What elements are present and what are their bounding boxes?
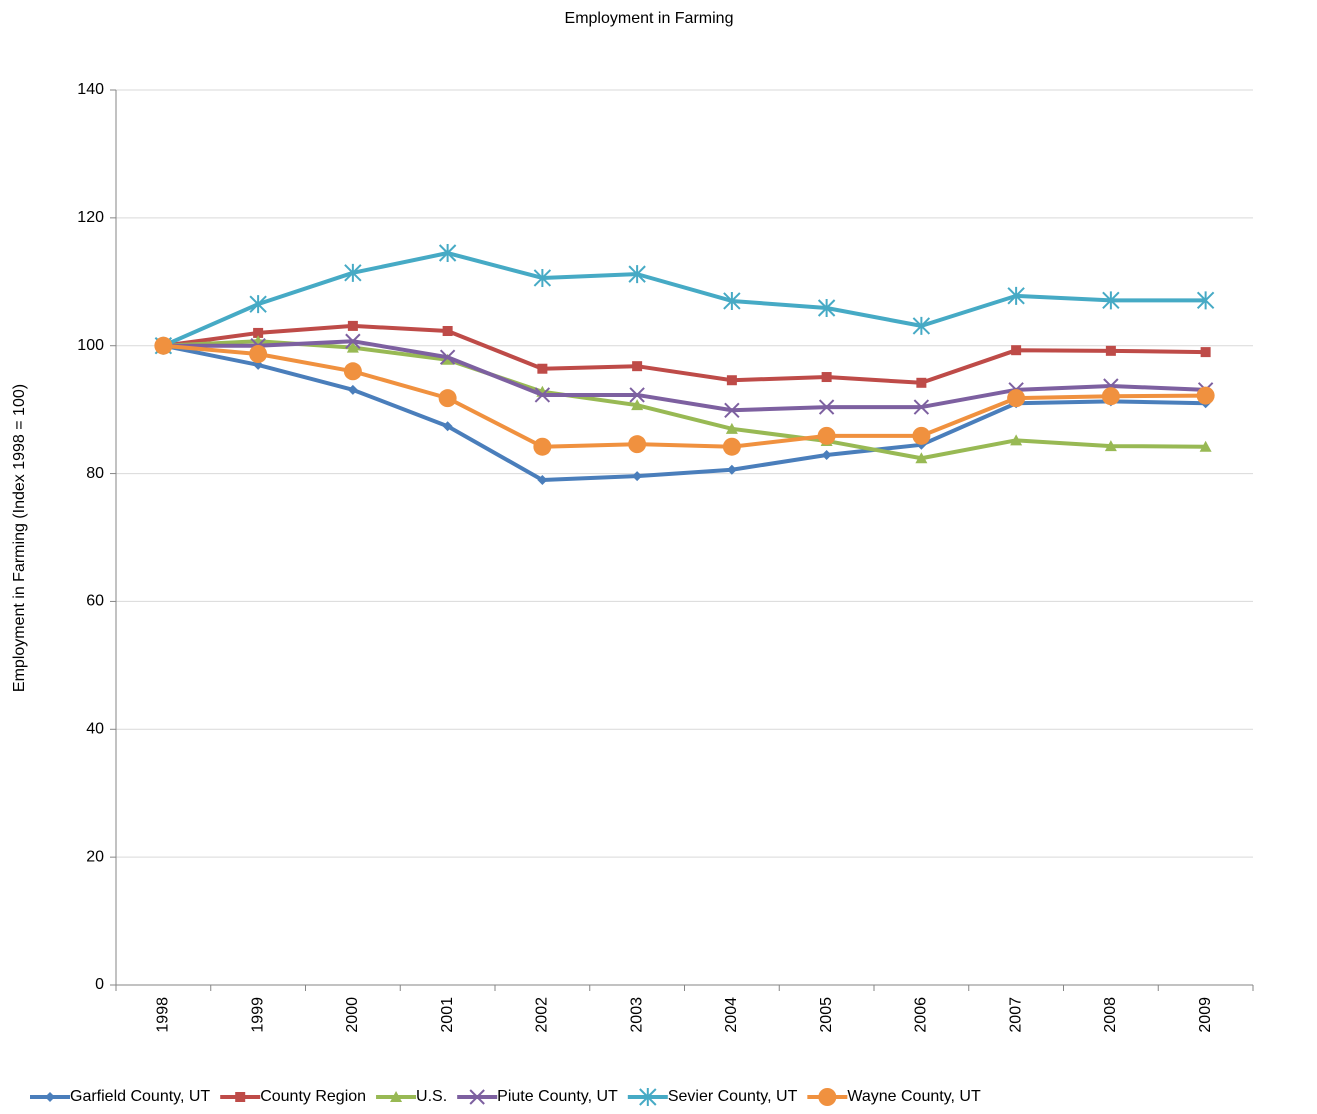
- marker: [1007, 286, 1025, 305]
- marker: [1101, 387, 1120, 406]
- marker: [442, 326, 453, 337]
- marker: [726, 464, 737, 475]
- y-tick-label: 100: [77, 337, 104, 354]
- marker: [346, 341, 359, 353]
- x-tick-label: 2000: [344, 997, 361, 1033]
- marker: [1010, 434, 1023, 446]
- marker: [249, 345, 268, 364]
- marker: [347, 320, 358, 331]
- marker: [639, 1088, 657, 1106]
- x-tick-label: 2004: [723, 997, 740, 1033]
- x-tick-label: 2002: [534, 997, 551, 1033]
- x-tick-label: 2008: [1102, 997, 1119, 1033]
- marker: [438, 389, 457, 408]
- marker: [1196, 386, 1215, 405]
- legend-label: Wayne County, UT: [847, 1088, 981, 1105]
- legend-label: Sevier County, UT: [668, 1088, 798, 1105]
- y-tick-label: 140: [77, 81, 104, 98]
- marker: [533, 268, 552, 287]
- marker: [438, 244, 457, 263]
- marker: [253, 327, 264, 338]
- marker: [537, 474, 548, 485]
- marker: [915, 452, 928, 464]
- chart-title: Employment in Farming: [565, 10, 734, 27]
- series-line: [162, 343, 1206, 482]
- y-tick-label: 80: [86, 465, 104, 482]
- x-tick-label: 2009: [1197, 997, 1214, 1033]
- marker: [45, 1092, 55, 1102]
- marker: [817, 298, 836, 317]
- marker: [821, 450, 832, 461]
- marker: [1199, 440, 1212, 452]
- legend-label: Garfield County, UT: [70, 1088, 210, 1105]
- y-axis-label: Employment in Farming (Index 1998 = 100): [11, 384, 28, 692]
- marker: [1105, 345, 1116, 356]
- legend-label: U.S.: [416, 1088, 447, 1105]
- y-tick-label: 40: [86, 721, 104, 738]
- marker: [154, 336, 173, 355]
- series-line: [163, 339, 1206, 413]
- marker: [1104, 440, 1117, 452]
- marker: [722, 437, 741, 456]
- marker: [912, 316, 931, 335]
- x-tick-label: 2005: [818, 997, 835, 1033]
- marker: [912, 426, 931, 445]
- marker: [724, 402, 740, 418]
- legend-label: County Region: [260, 1088, 366, 1105]
- marker: [818, 1088, 837, 1106]
- series-line: [163, 323, 1206, 385]
- marker: [537, 363, 548, 374]
- series-line: [163, 339, 1206, 461]
- marker: [390, 1091, 403, 1102]
- x-tick-label: 2003: [628, 997, 645, 1033]
- marker: [1196, 291, 1215, 310]
- x-tick-label: 1999: [249, 997, 266, 1033]
- legend-label: Piute County, UT: [497, 1088, 618, 1105]
- marker: [1007, 389, 1026, 408]
- series-line: [163, 343, 1206, 449]
- marker: [818, 399, 835, 415]
- series-line: [162, 251, 1206, 348]
- marker: [439, 349, 456, 365]
- x-tick-label: 2006: [913, 997, 930, 1033]
- marker: [628, 265, 646, 284]
- marker: [632, 471, 643, 482]
- marker: [913, 399, 930, 415]
- marker: [726, 375, 737, 386]
- marker: [629, 387, 645, 403]
- x-tick-label: 1998: [155, 997, 172, 1033]
- y-tick-label: 60: [86, 593, 104, 610]
- marker: [1011, 345, 1022, 356]
- y-tick-label: 120: [77, 209, 104, 226]
- marker: [817, 426, 836, 445]
- marker: [916, 377, 927, 388]
- marker: [1200, 347, 1211, 358]
- marker: [628, 435, 647, 454]
- marker: [249, 295, 267, 314]
- marker: [534, 387, 551, 403]
- marker: [343, 362, 362, 381]
- marker: [344, 263, 362, 282]
- marker: [821, 372, 832, 383]
- marker: [347, 384, 358, 395]
- marker: [345, 333, 361, 349]
- marker: [235, 1092, 246, 1102]
- marker: [723, 291, 741, 310]
- marker: [469, 1089, 485, 1105]
- x-tick-label: 2007: [1007, 997, 1024, 1033]
- x-tick-label: 2001: [439, 997, 456, 1033]
- marker: [632, 361, 643, 372]
- y-tick-label: 20: [86, 848, 104, 865]
- marker: [442, 421, 453, 432]
- y-tick-label: 0: [95, 976, 104, 993]
- marker: [725, 422, 738, 434]
- marker: [631, 399, 644, 411]
- marker: [1102, 291, 1120, 310]
- marker: [533, 437, 552, 456]
